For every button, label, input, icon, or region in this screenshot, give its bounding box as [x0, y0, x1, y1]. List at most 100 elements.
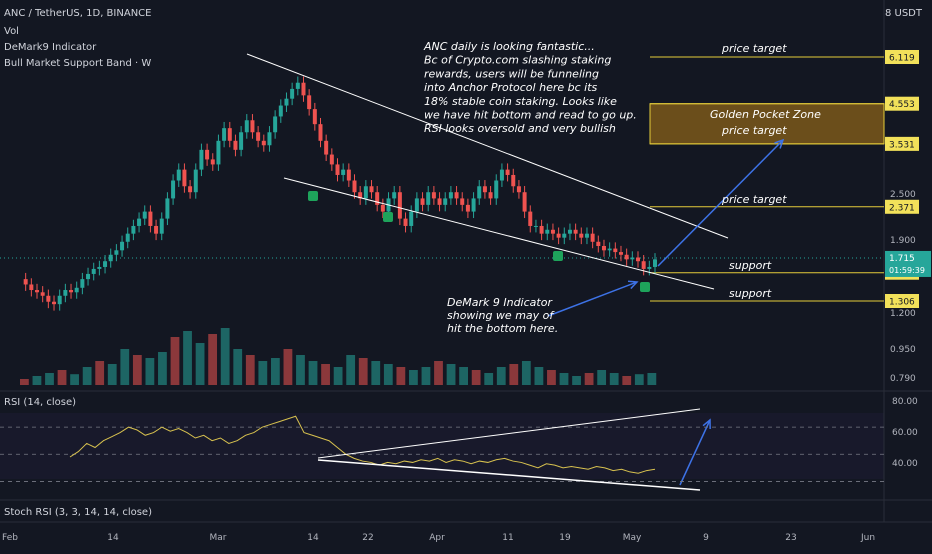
currency-label: 8 USDT [884, 8, 922, 19]
candle-body [233, 140, 238, 150]
candle-body [590, 233, 595, 242]
demark-check-icon [308, 191, 318, 201]
x-tick-label: 23 [785, 533, 796, 543]
candle-body [29, 284, 34, 291]
price-target-label: price target [721, 193, 787, 206]
candle-body [86, 273, 91, 280]
demark-check-icon [383, 212, 393, 222]
volume-bar [396, 367, 406, 385]
volume-bar [358, 358, 368, 385]
candle-body [528, 211, 533, 226]
candle-body [216, 140, 221, 165]
volume-bar [459, 367, 468, 385]
volume-bar [622, 376, 632, 385]
candle-body [363, 186, 368, 199]
candle-body [601, 245, 606, 251]
volume-bar [547, 370, 556, 385]
volume-bar [647, 373, 657, 385]
candle-body [210, 159, 215, 165]
support-label: support [729, 287, 772, 300]
candle-body [324, 140, 329, 155]
candle-body [154, 225, 159, 234]
candle-body [431, 192, 436, 199]
candle-body [307, 95, 312, 110]
price-level-badge [885, 50, 919, 64]
candle-body [533, 225, 538, 227]
candle-body [539, 225, 544, 234]
candle-body [341, 169, 346, 175]
indicator-vol[interactable]: Vol [4, 26, 19, 37]
candle-body [426, 192, 431, 205]
demark-arrow [547, 281, 638, 317]
candle-body [550, 229, 555, 234]
volume-bar [20, 379, 29, 385]
candle-body [641, 261, 646, 269]
candle-body [278, 105, 283, 117]
candle-body [295, 82, 300, 89]
rsi-pane-label[interactable]: RSI (14, close) [4, 397, 77, 408]
volume-bar [346, 355, 356, 385]
candle-body [23, 279, 28, 285]
volume-bar [233, 349, 243, 385]
x-tick-label: 9 [703, 533, 709, 543]
candle-body [137, 218, 142, 226]
candle-body [148, 211, 153, 226]
candle-body [80, 279, 85, 288]
indicator-bull-band[interactable]: Bull Market Support Band · W [4, 58, 152, 69]
x-tick-label: 14 [107, 533, 119, 543]
rsi-tick-label: 40.00 [892, 459, 918, 469]
candle-body [284, 98, 289, 106]
candle-body [97, 266, 102, 269]
stoch-pane-label[interactable]: Stoch RSI (3, 3, 14, 14, close) [4, 507, 152, 518]
rsi-arrow-head [702, 418, 711, 430]
candle-body [403, 218, 408, 226]
golden-zone-label: Golden Pocket Zone [710, 108, 821, 121]
analysis-note-line: we have hit bottom and read to go up. [424, 109, 637, 122]
volume-bar [597, 370, 607, 385]
volume-bar [496, 367, 506, 385]
target-arrow [657, 139, 784, 267]
candle-body [125, 233, 130, 242]
volume-bar [57, 370, 67, 385]
candle-body [471, 198, 476, 212]
candle-body [465, 204, 470, 212]
x-tick-label: Feb [2, 533, 18, 543]
candle-body [103, 261, 108, 267]
candle-body [244, 120, 249, 133]
candle-body [499, 169, 504, 181]
candle-body [346, 169, 351, 181]
candle-body [256, 132, 261, 141]
x-tick-label: May [623, 533, 642, 543]
candle-body [91, 268, 96, 274]
candle-body [46, 295, 51, 302]
candle-body [420, 198, 425, 205]
countdown-label: 01:59:39 [889, 266, 925, 275]
candle-body [624, 254, 629, 260]
candle-body [556, 233, 561, 238]
volume-bar [296, 355, 305, 385]
candle-body [596, 241, 601, 246]
analysis-note-line: 18% stable coin staking. Looks like [424, 95, 617, 108]
candle-body [69, 290, 74, 293]
candle-body [562, 233, 567, 238]
rsi-band [0, 413, 884, 479]
demark-note-line: showing we may of [447, 309, 555, 322]
candle-body [545, 229, 550, 234]
candle-body [414, 198, 419, 212]
demark-note-line: DeMark 9 Indicator [447, 296, 553, 309]
rsi-tick-label: 60.00 [892, 428, 918, 438]
demark-note-line: hit the bottom here. [447, 322, 558, 335]
volume-bar [183, 331, 192, 385]
candle-body [443, 198, 448, 205]
candle-body [516, 186, 521, 193]
price-target-label: price target [721, 42, 787, 55]
candle-body [437, 198, 442, 205]
candle-body [63, 290, 68, 296]
indicator-demark[interactable]: DeMark9 Indicator [4, 42, 97, 53]
candle-body [273, 116, 278, 133]
candle-body [454, 192, 459, 199]
candle-body [193, 169, 198, 193]
channel-bottom-line [283, 177, 715, 290]
candle-body [312, 109, 317, 125]
